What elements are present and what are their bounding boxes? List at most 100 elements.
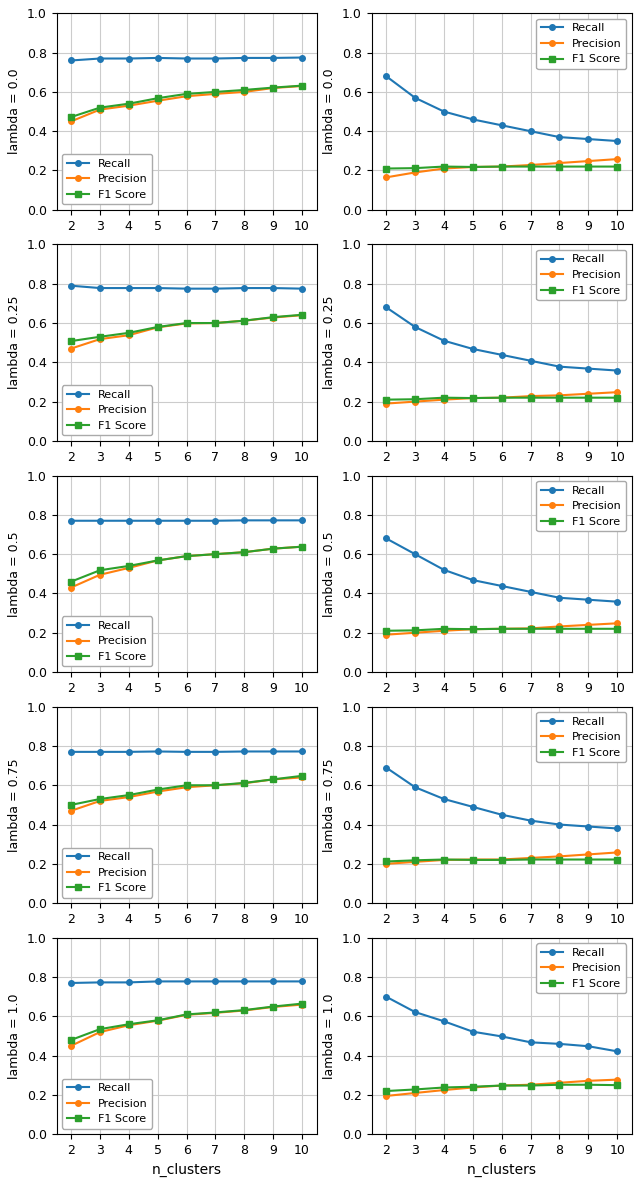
Recall — [440, 1014, 448, 1029]
Recall — [298, 513, 306, 527]
F1 Score — [241, 545, 248, 559]
Y-axis label: lambda = 0.0: lambda = 0.0 — [8, 69, 21, 154]
Recall — [613, 1044, 621, 1058]
F1 Score — [584, 852, 592, 866]
Precision — [96, 568, 104, 582]
Recall — [96, 51, 104, 65]
Line: F1 Score: F1 Score — [68, 773, 305, 808]
Recall — [412, 1005, 419, 1019]
F1 Score — [527, 1078, 534, 1093]
Line: Precision: Precision — [383, 1077, 620, 1098]
Precision — [125, 790, 132, 805]
Line: F1 Score: F1 Score — [68, 312, 305, 344]
Recall — [212, 974, 220, 988]
F1 Score — [298, 78, 306, 92]
F1 Score — [584, 1077, 592, 1091]
Precision — [125, 98, 132, 113]
Line: Precision: Precision — [68, 775, 305, 814]
F1 Score — [269, 310, 277, 325]
Precision — [613, 616, 621, 630]
Precision — [527, 621, 534, 635]
F1 Score — [440, 852, 448, 866]
F1 Score — [440, 160, 448, 174]
F1 Score — [584, 622, 592, 636]
Recall — [498, 347, 506, 361]
Recall — [527, 814, 534, 828]
F1 Score — [183, 87, 191, 101]
Precision — [556, 620, 563, 634]
Precision — [269, 310, 277, 325]
F1 Score — [154, 91, 161, 105]
Precision — [125, 561, 132, 575]
Recall — [154, 744, 161, 758]
F1 Score — [298, 997, 306, 1011]
Line: Precision: Precision — [383, 156, 620, 180]
Recall — [125, 975, 132, 989]
Recall — [298, 974, 306, 988]
Recall — [382, 69, 390, 83]
F1 Score — [241, 83, 248, 97]
Y-axis label: lambda = 0.5: lambda = 0.5 — [323, 531, 337, 616]
Line: Recall: Recall — [383, 73, 620, 143]
F1 Score — [584, 160, 592, 174]
F1 Score — [527, 852, 534, 866]
Precision — [584, 617, 592, 632]
Recall — [154, 513, 161, 527]
Recall — [67, 53, 75, 68]
Y-axis label: lambda = 0.75: lambda = 0.75 — [8, 758, 21, 852]
Y-axis label: lambda = 0.0: lambda = 0.0 — [323, 69, 337, 154]
F1 Score — [298, 308, 306, 322]
Legend: Recall, Precision, F1 Score: Recall, Precision, F1 Score — [536, 250, 626, 300]
Recall — [469, 341, 477, 356]
F1 Score — [67, 110, 75, 124]
F1 Score — [382, 161, 390, 175]
Recall — [212, 51, 220, 65]
Precision — [440, 1083, 448, 1097]
Recall — [498, 1030, 506, 1044]
F1 Score — [613, 622, 621, 636]
Recall — [212, 744, 220, 758]
Precision — [125, 328, 132, 342]
F1 Score — [556, 391, 563, 405]
Precision — [96, 1025, 104, 1039]
Precision — [96, 794, 104, 808]
Recall — [613, 595, 621, 609]
Recall — [269, 974, 277, 988]
Recall — [125, 51, 132, 65]
F1 Score — [527, 622, 534, 636]
Precision — [584, 847, 592, 861]
Precision — [584, 1074, 592, 1088]
Recall — [556, 818, 563, 832]
Precision — [412, 166, 419, 180]
Precision — [183, 549, 191, 563]
Legend: Recall, Precision, F1 Score: Recall, Precision, F1 Score — [62, 847, 152, 897]
Recall — [96, 975, 104, 989]
Recall — [498, 578, 506, 592]
Precision — [498, 622, 506, 636]
Precision — [154, 1013, 161, 1027]
Precision — [67, 341, 75, 356]
Precision — [241, 545, 248, 559]
Precision — [269, 542, 277, 556]
Line: Precision: Precision — [68, 313, 305, 351]
F1 Score — [498, 622, 506, 636]
Precision — [241, 776, 248, 790]
Line: F1 Score: F1 Score — [383, 1082, 620, 1094]
Recall — [584, 361, 592, 376]
Legend: Recall, Precision, F1 Score: Recall, Precision, F1 Score — [536, 19, 626, 69]
F1 Score — [412, 161, 419, 175]
Precision — [154, 784, 161, 799]
Line: F1 Score: F1 Score — [383, 395, 620, 403]
F1 Score — [382, 623, 390, 638]
Legend: Recall, Precision, F1 Score: Recall, Precision, F1 Score — [62, 154, 152, 204]
Legend: Recall, Precision, F1 Score: Recall, Precision, F1 Score — [62, 1078, 152, 1128]
Line: Recall: Recall — [383, 536, 620, 604]
Recall — [298, 51, 306, 65]
Recall — [498, 118, 506, 133]
F1 Score — [125, 97, 132, 111]
F1 Score — [212, 1005, 220, 1019]
Precision — [212, 87, 220, 101]
F1 Score — [498, 391, 506, 405]
Precision — [440, 623, 448, 638]
Precision — [382, 171, 390, 185]
